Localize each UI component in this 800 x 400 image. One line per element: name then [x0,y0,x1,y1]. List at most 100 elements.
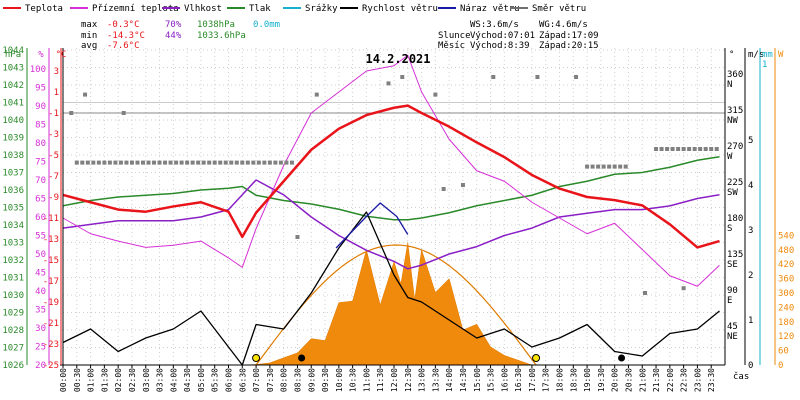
axis-title-hpa: hPa [5,50,21,60]
stat-value: 44% [165,31,182,41]
legend-label: Přízemní teplota [92,4,179,14]
wind-direction-mark [441,187,446,191]
series-pressure [62,156,720,221]
wind-direction-mark [152,160,157,165]
wind-direction-mark [251,160,256,165]
wind-direction-marks [69,75,719,295]
axis-tick-hpa: 1035 [2,204,24,214]
wind-direction-mark [190,160,195,165]
x-tick-label: 20:30 [624,368,633,392]
axes: hPa% °C ° m/smm W110441043104210411040103910… [2,46,794,392]
wind-direction-mark [654,147,659,151]
x-tick-label: 00:30 [73,368,82,392]
x-tick-label: 03:30 [156,368,165,392]
axis-tick-w: 240 [778,303,794,313]
wind-direction-mark [80,160,85,165]
wind-direction-mark [229,160,234,165]
axis-title-pct: % [38,50,44,60]
axis-tick-hpa: 1034 [2,221,24,231]
legend-label: Srážky [305,4,338,14]
legend-label: Směr větru [532,4,586,14]
axis-tick-w: 480 [778,246,794,256]
axis-tick-deg: 180 [727,214,743,224]
x-tick-label: 05:30 [211,368,220,392]
axis-tick-c: -15 [43,256,59,266]
axis-tick-dir: NW [727,116,738,126]
axis-tick-pct: 95 [35,84,46,94]
wind-direction-mark [262,160,267,165]
axis-tick-deg: 45 [727,322,738,332]
moon-event-marker [618,354,626,362]
wind-direction-mark [69,111,74,115]
moonset-time: Západ:20:15 [539,41,599,51]
axis-tick-hpa: 1044 [2,46,24,56]
x-tick-label: 13:30 [431,368,440,392]
wind-direction-mark [121,111,126,115]
x-tick-label: 07:30 [266,368,275,392]
x-tick-label: 10:30 [349,368,358,392]
x-tick-label: 23:00 [693,368,702,392]
wind-direction-mark [698,147,703,151]
axis-tick-deg: 360 [727,70,743,80]
stat-value: min [81,31,97,41]
axis-tick-w: 180 [778,318,794,328]
axis-tick-pct: 100 [30,65,46,75]
axis-tick-dir: W [727,152,733,162]
axis-tick-c: -13 [43,235,59,245]
axis-tick-dir: S [727,224,732,234]
axis-tick-pct: 65 [35,195,46,205]
wind-direction-mark [681,147,686,151]
axis-tick-ms: 3 [748,226,753,236]
wind-direction-mark [289,160,294,165]
sun-event-marker [252,354,261,362]
axis-tick-deg: 270 [727,142,743,152]
wind-direction-mark [433,92,438,97]
x-tick-label: 09:00 [307,368,316,392]
axis-tick-pct: 55 [35,232,46,242]
stat-value: -7.6°C [107,41,140,51]
axis-title-w: W [778,50,784,60]
sun-event-marker [532,354,541,362]
wind-direction-mark [102,160,107,165]
x-tick-label: 22:30 [680,368,689,392]
axis-title-ms: m/s [748,50,764,60]
series-lines [62,54,720,366]
axis-tick-c: -3 [48,130,59,140]
axis-tick-hpa: 1028 [2,326,24,336]
wind-direction-mark [687,147,692,151]
wind-direction-mark [74,160,79,165]
stat-value: 1038hPa [197,20,235,30]
wind-direction-mark [618,164,623,169]
axis-tick-c: -23 [43,340,59,350]
axis-tick-hpa: 1040 [2,116,24,126]
x-tick-label: 19:30 [597,368,606,392]
axis-tick-pct: 25 [35,343,46,353]
axis-tick-ms: 2 [748,271,753,281]
wind-speed-info: WS:3.6m/s [470,20,519,30]
wind-gust-info: WG:4.6m/s [539,20,588,30]
x-tick-label: 16:00 [500,368,509,392]
axis-tick-pct: 70 [35,176,46,186]
wind-direction-mark [223,160,228,165]
wind-direction-mark [400,75,405,79]
axis-tick-pct: 20 [35,361,46,371]
wind-direction-mark [607,164,612,169]
x-tick-label: 03:00 [142,368,151,392]
x-tick-label: 01:00 [87,368,96,392]
x-tick-label: 05:00 [197,368,206,392]
x-tick-label: 14:30 [459,368,468,392]
x-tick-label: 02:30 [128,368,137,392]
axis-tick-w: 300 [778,289,794,299]
stats-block: max -0.3°C 70% 1038hPa 0.0mm min -14.3°C 44% 103… [81,20,599,51]
wind-direction-mark [314,92,319,97]
wind-direction-mark [212,160,217,165]
axis-tick-pct: 80 [35,139,46,149]
legend: Teplota Přízemní teplota Vlhkost Tlak Srážky… [3,4,586,14]
wind-direction-mark [91,160,96,165]
wind-direction-mark [245,160,250,165]
wind-direction-mark [612,164,617,169]
wind-direction-mark [163,160,168,165]
series-wind-speed [62,211,720,366]
stat-value: avg [81,41,97,51]
wind-direction-mark [295,235,300,239]
